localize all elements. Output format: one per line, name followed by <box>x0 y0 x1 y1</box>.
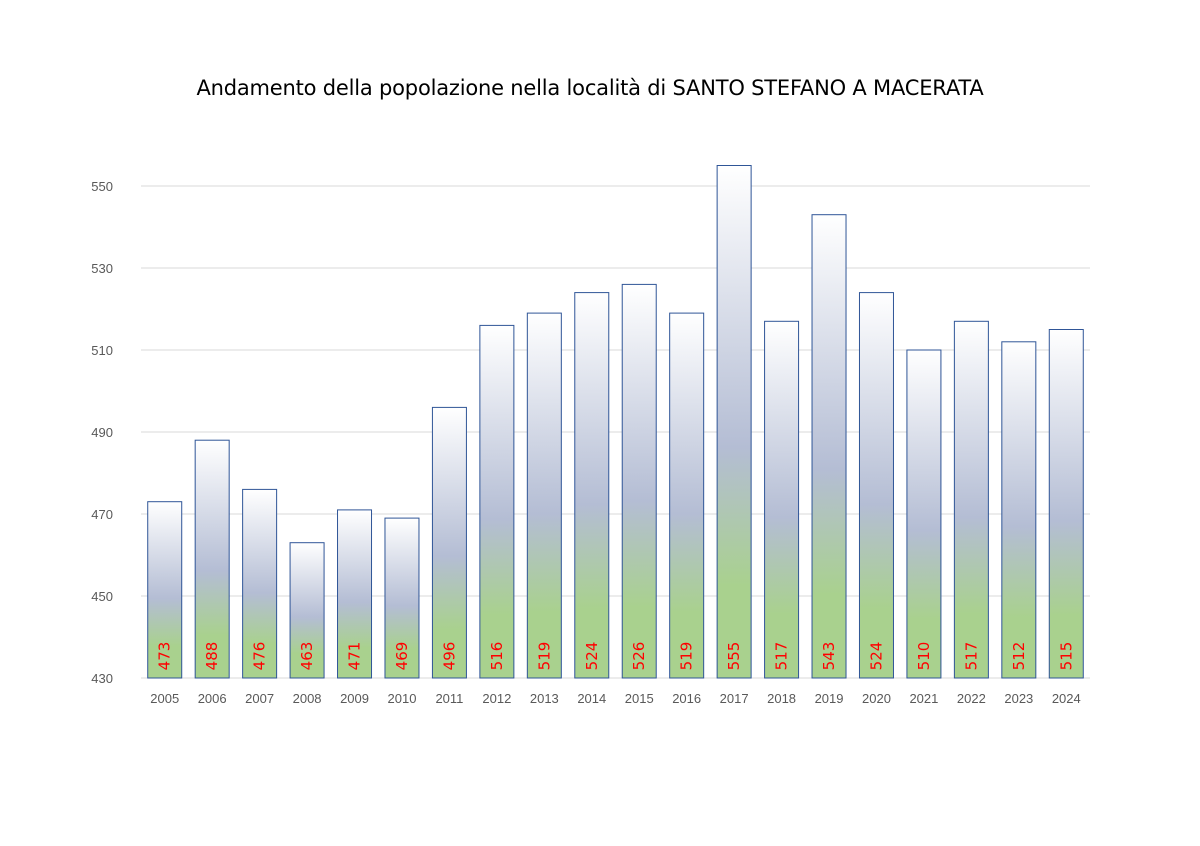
data-label: 496 <box>440 642 458 671</box>
bar-2013 <box>526 312 562 679</box>
bar-2018 <box>764 320 800 679</box>
data-label: 517 <box>773 642 791 671</box>
x-tick-label: 2013 <box>530 691 559 706</box>
data-label: 543 <box>820 642 838 671</box>
y-tick-label: 530 <box>91 261 113 276</box>
bar-2022 <box>953 320 989 679</box>
bars <box>147 165 1084 679</box>
bar-2010 <box>384 517 420 679</box>
data-label: 555 <box>725 642 743 671</box>
data-label: 512 <box>1010 642 1028 671</box>
data-label: 524 <box>583 642 601 671</box>
y-tick-label: 430 <box>91 671 113 686</box>
data-label: 471 <box>346 642 364 671</box>
gridlines <box>141 185 1090 679</box>
x-tick-label: 2024 <box>1052 691 1081 706</box>
x-tick-label: 2019 <box>815 691 844 706</box>
data-label: 524 <box>867 642 885 671</box>
data-label: 473 <box>156 642 174 671</box>
bar-2015 <box>621 283 657 679</box>
bar-2008 <box>289 542 325 679</box>
bar-2023 <box>1001 341 1037 679</box>
data-label: 515 <box>1057 642 1075 671</box>
x-tick-label: 2015 <box>625 691 654 706</box>
bar-2020 <box>858 292 894 679</box>
bar-2007 <box>242 488 278 679</box>
bar-2006 <box>194 439 230 679</box>
x-tick-label: 2012 <box>482 691 511 706</box>
chart-title: Andamento della popolazione nella locali… <box>196 76 984 100</box>
data-label: 510 <box>915 642 933 671</box>
bar-2014 <box>574 292 610 679</box>
x-tick-label: 2008 <box>293 691 322 706</box>
x-tick-label: 2011 <box>435 691 463 706</box>
data-label: 519 <box>535 642 553 671</box>
data-label: 526 <box>630 642 648 671</box>
x-tick-label: 2017 <box>720 691 749 706</box>
x-tick-label: 2014 <box>577 691 606 706</box>
y-tick-label: 450 <box>91 589 113 604</box>
data-label: 476 <box>251 642 269 671</box>
bar-2021 <box>906 349 942 679</box>
x-tick-label: 2005 <box>150 691 179 706</box>
x-tick-label: 2006 <box>198 691 227 706</box>
bar-2024 <box>1048 329 1084 679</box>
bar-2016 <box>669 312 705 679</box>
x-tick-label: 2022 <box>957 691 986 706</box>
x-tick-label: 2009 <box>340 691 369 706</box>
data-label: 517 <box>962 642 980 671</box>
x-tick-label: 2010 <box>388 691 417 706</box>
x-tick-label: 2023 <box>1004 691 1033 706</box>
bar-2012 <box>479 324 515 679</box>
y-tick-label: 490 <box>91 425 113 440</box>
bar-2005 <box>147 501 183 679</box>
data-label: 469 <box>393 642 411 671</box>
x-tick-label: 2021 <box>909 691 938 706</box>
data-label: 519 <box>678 642 696 671</box>
bar-2017 <box>716 165 752 679</box>
y-axis: 430 450 470 490 510 530 550 <box>91 179 113 686</box>
bar-2011 <box>431 406 467 679</box>
data-label: 488 <box>203 642 221 671</box>
y-tick-label: 550 <box>91 179 113 194</box>
x-tick-label: 2016 <box>672 691 701 706</box>
y-tick-label: 510 <box>91 343 113 358</box>
x-tick-label: 2020 <box>862 691 891 706</box>
bar-2009 <box>337 509 373 679</box>
bar-2019 <box>811 214 847 679</box>
data-label: 463 <box>298 642 316 671</box>
x-axis: 2005 2006 2007 2008 2009 2010 2011 2012 2013 2014… <box>150 691 1080 706</box>
x-tick-label: 2007 <box>245 691 274 706</box>
data-labels: 473 488 476 463 471 469 496 516 519 524 526 519 555 5… <box>156 642 1076 671</box>
y-tick-label: 470 <box>91 507 113 522</box>
data-label: 516 <box>488 642 506 671</box>
x-tick-label: 2018 <box>767 691 796 706</box>
